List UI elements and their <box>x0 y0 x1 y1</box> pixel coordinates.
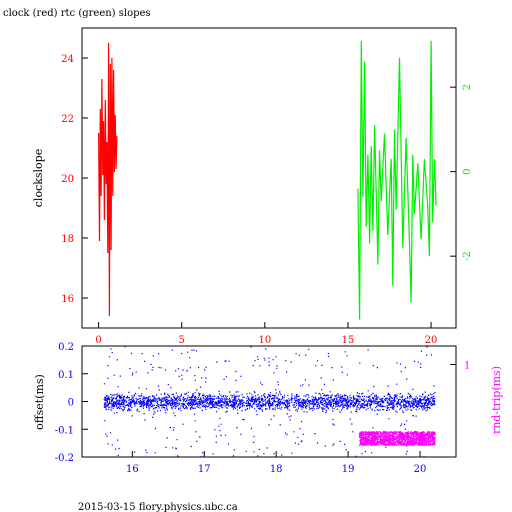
top-x-tick-label: 0 <box>95 335 101 346</box>
top-y-label: clockslope <box>32 149 45 207</box>
top-left-tick-label: 22 <box>61 114 74 125</box>
bottom-x-tick-label: 17 <box>198 464 211 475</box>
bottom-x-tick-label: 19 <box>342 464 355 475</box>
top-x-tick-label: 15 <box>342 335 355 346</box>
bottom-chart: -0.2-0.100.10.2 1 16 17 18 19 20 offset(ms) … <box>33 342 503 475</box>
series-clock-line <box>98 42 118 317</box>
top-series-layer <box>98 40 437 320</box>
top-left-tick-label: 16 <box>61 294 74 305</box>
top-left-y-axis: 16 18 20 22 24 <box>61 54 88 305</box>
bottom-right-tick-label: 1 <box>464 361 470 372</box>
series-rtc-line <box>357 40 437 320</box>
top-right-tick-label: 2 <box>462 84 473 90</box>
bottom-y2-label: rnd-trip(ms) <box>490 366 503 434</box>
chart-title: clock (red) rtc (green) slopes <box>3 8 151 19</box>
bottom-left-tick-label: -0.2 <box>55 453 74 464</box>
bottom-left-tick-label: 0.2 <box>58 342 74 353</box>
bottom-x-tick-label: 20 <box>414 464 427 475</box>
bottom-y-label: offset(ms) <box>33 374 46 430</box>
series-offset-points <box>103 346 436 458</box>
bottom-left-y-axis: -0.2 -0.1 0 0.1 0.2 <box>55 342 88 464</box>
top-x-tick-label: 20 <box>425 335 438 346</box>
top-x-axis: 0 5 10 15 20 <box>95 322 437 346</box>
top-left-tick-label: 18 <box>61 234 74 245</box>
top-left-tick-label: 24 <box>61 54 74 65</box>
top-right-tick-label: 0 <box>462 168 473 174</box>
bottom-x-tick-label: 18 <box>270 464 283 475</box>
top-x-tick-label: 5 <box>179 335 185 346</box>
bottom-left-tick-label: 0 <box>68 398 74 409</box>
top-right-y-axis: -2 0 2 <box>450 84 473 261</box>
footer-credit: 2015-03-15 flory.physics.ubc.ca <box>78 502 238 512</box>
top-x-tick-label: 10 <box>258 335 271 346</box>
bottom-left-tick-label: -0.1 <box>55 425 74 436</box>
bottom-right-y-axis: 1 <box>450 361 470 372</box>
top-right-tick-label: -2 <box>462 251 473 261</box>
series-rnd-trip-points <box>358 431 436 446</box>
bottom-x-tick-label: 16 <box>126 464 139 475</box>
top-chart: 16 18 20 22 24 -2 0 2 0 5 10 15 20 clockslope <box>32 27 473 346</box>
bottom-left-tick-label: 0.1 <box>58 370 74 381</box>
bottom-series-layer <box>103 346 436 458</box>
bottom-x-axis: 16 17 18 19 20 <box>126 451 426 475</box>
top-left-tick-label: 20 <box>61 174 74 185</box>
